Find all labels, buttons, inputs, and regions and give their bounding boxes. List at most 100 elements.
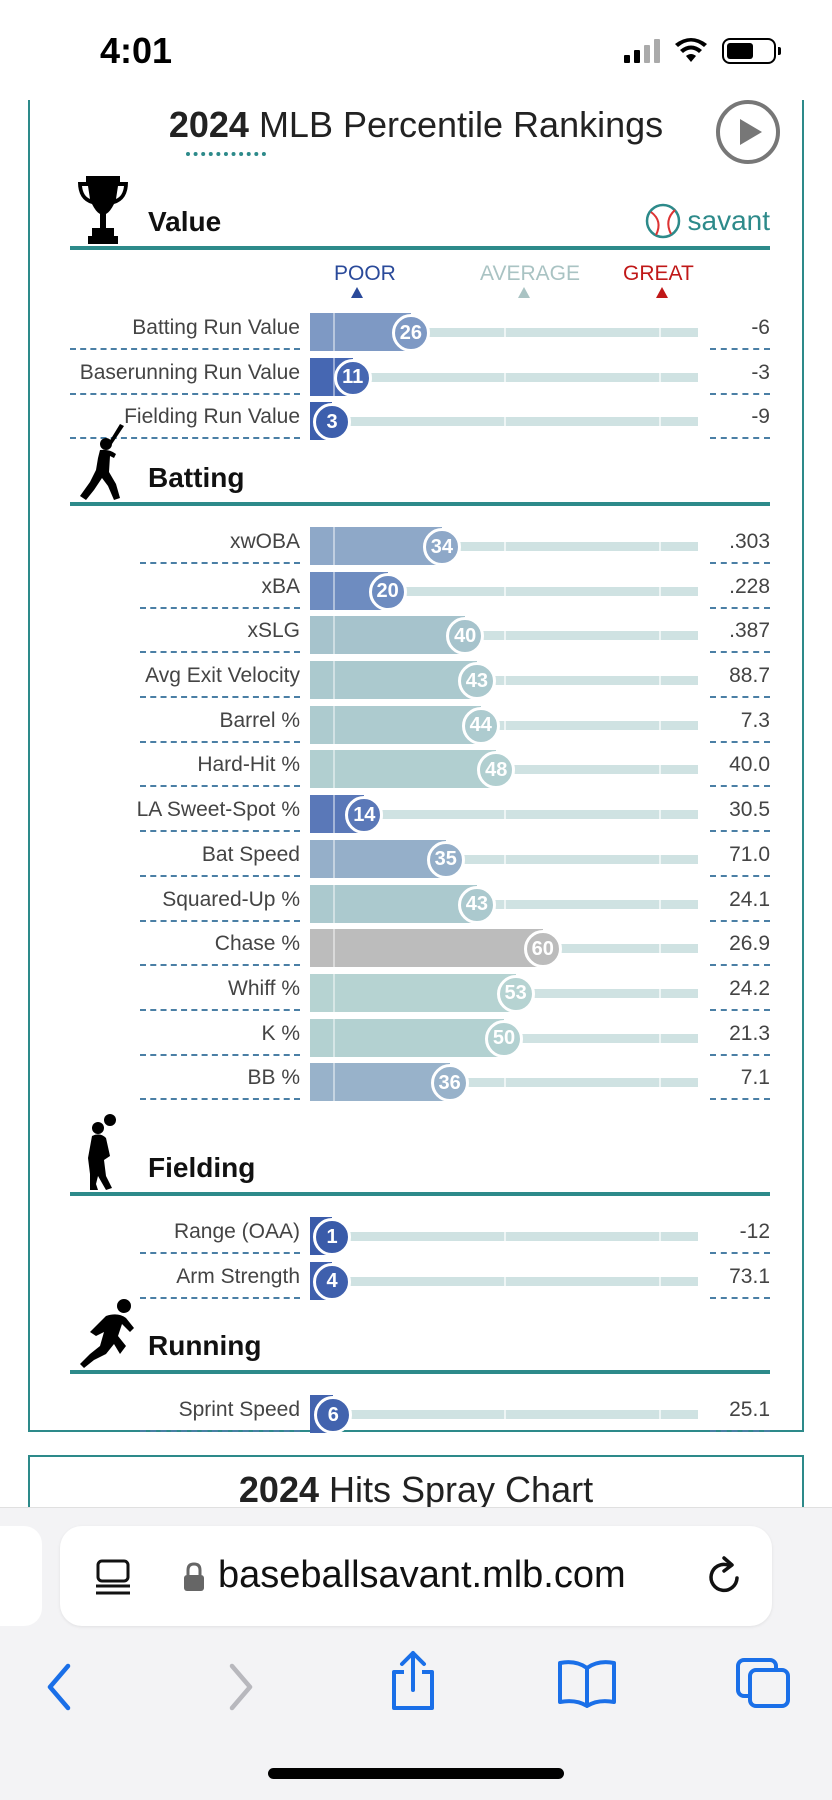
metric-value: 88.7 <box>729 664 770 688</box>
metric-value: -6 <box>751 316 770 339</box>
section-title: Fielding <box>148 1152 256 1183</box>
track-tick <box>504 1078 506 1088</box>
metric-row[interactable]: LA Sweet-Spot % 14 30.5 <box>70 792 770 837</box>
scale-great: GREAT <box>623 262 694 298</box>
metric-value: 21.3 <box>729 1021 770 1045</box>
share-icon[interactable] <box>388 1650 438 1712</box>
metric-label: Baserunning Run Value <box>79 360 300 384</box>
metric-value: -12 <box>739 1220 770 1243</box>
metric-row[interactable]: BB % 36 7.1 <box>70 1060 770 1105</box>
spray-chart-title: 2024 Hits Spray Chart <box>30 1469 802 1511</box>
metric-row[interactable]: Baserunning Run Value 11 -3 <box>70 355 770 400</box>
label-divider <box>140 919 300 922</box>
percentile-scale: POOR AVERAGE GREAT <box>334 262 740 302</box>
track-tick <box>659 328 662 337</box>
track-tick <box>659 1078 662 1088</box>
metric-label: Squared-Up % <box>162 887 300 911</box>
title-underline <box>186 152 266 156</box>
percentile-bar <box>310 616 466 655</box>
value-divider <box>710 1252 770 1254</box>
tabs-icon[interactable] <box>734 1656 792 1710</box>
percentile-bar <box>310 750 497 789</box>
percentile-bar <box>310 839 446 878</box>
scale-poor-label: POOR <box>334 262 396 285</box>
label-divider <box>140 1252 300 1254</box>
track-tick <box>504 586 506 596</box>
track-tick <box>504 810 506 820</box>
metric-row[interactable]: xSLG 40 .387 <box>70 613 770 658</box>
section-rows: Sprint Speed 6 25.1 <box>70 1392 770 1437</box>
metric-row[interactable]: Bat Speed 35 71.0 <box>70 837 770 882</box>
track-tick <box>659 1033 662 1043</box>
metric-row[interactable]: Squared-Up % 43 24.1 <box>70 882 770 927</box>
bookmarks-icon[interactable] <box>556 1658 618 1708</box>
percentile-rankings-card: 2024 MLB Percentile Rankings Value savan… <box>28 100 804 1434</box>
metric-row[interactable]: Fielding Run Value 3 -9 <box>70 399 770 444</box>
card-title: 2024 MLB Percentile Rankings <box>30 104 802 146</box>
percentile-bubble: 43 <box>457 662 496 701</box>
percentile-bubble: 11 <box>333 358 372 397</box>
value-divider <box>710 392 770 395</box>
metric-row[interactable]: Avg Exit Velocity 43 88.7 <box>70 658 770 703</box>
metric-row[interactable]: Arm Strength 4 73.1 <box>70 1259 770 1304</box>
track-tick <box>659 854 662 864</box>
metric-value: 24.2 <box>729 976 770 1000</box>
metric-value: 24.1 <box>729 887 770 911</box>
spray-chart-title-year: 2024 <box>238 1469 319 1510</box>
section-value: Value savant POOR AVERAGE GREAT Batting … <box>70 170 770 444</box>
metric-row[interactable]: xwOBA 34 .303 <box>70 524 770 569</box>
track-tick <box>504 631 506 641</box>
metric-row[interactable]: Hard-Hit % 48 40.0 <box>70 747 770 792</box>
value-divider <box>710 651 770 654</box>
value-divider <box>710 1430 770 1432</box>
savant-text: savant <box>687 205 771 236</box>
metric-row[interactable]: Chase % 60 26.9 <box>70 926 770 971</box>
trophy-icon <box>78 176 128 244</box>
track-tick <box>659 372 662 382</box>
play-button[interactable] <box>716 100 780 164</box>
url-text[interactable]: baseballsavant.mlb.com <box>218 1554 626 1596</box>
spray-chart-title-text: Hits Spray Chart <box>319 1469 594 1510</box>
track-tick <box>504 899 506 909</box>
metric-label: xSLG <box>247 619 300 643</box>
metric-row[interactable]: Whiff % 53 24.2 <box>70 971 770 1016</box>
section-header: Value savant <box>70 170 770 250</box>
savant-logo[interactable]: savant <box>644 202 771 240</box>
metric-label: K % <box>261 1021 300 1045</box>
forward-icon[interactable] <box>226 1662 256 1712</box>
metric-value: 7.1 <box>740 1066 770 1090</box>
address-bar[interactable]: baseballsavant.mlb.com <box>60 1526 772 1626</box>
metric-label: Batting Run Value <box>132 316 300 339</box>
previous-tab-preview[interactable] <box>0 1526 42 1626</box>
label-divider <box>140 1008 300 1011</box>
track-tick <box>659 1410 662 1419</box>
metric-value: .228 <box>729 574 770 598</box>
metric-row[interactable]: Sprint Speed 6 25.1 <box>70 1392 770 1437</box>
scale-header: POOR AVERAGE GREAT <box>70 262 770 310</box>
reload-icon[interactable] <box>706 1556 744 1596</box>
reader-mode-icon[interactable] <box>94 1558 132 1596</box>
percentile-bar <box>310 705 481 744</box>
metric-row[interactable]: Range (OAA) 1 -12 <box>70 1214 770 1259</box>
percentile-bubble: 60 <box>523 930 562 969</box>
metric-value: 7.3 <box>740 708 770 732</box>
value-divider <box>710 830 770 833</box>
value-divider <box>710 919 770 922</box>
section-title: Batting <box>148 462 245 493</box>
label-divider <box>140 1430 300 1432</box>
browser-toolbar <box>0 1648 832 1728</box>
metric-value: 26.9 <box>729 932 770 956</box>
label-divider <box>70 437 300 440</box>
metric-value: .387 <box>729 619 770 643</box>
metric-row[interactable]: xBA 20 .228 <box>70 569 770 614</box>
metric-row[interactable]: K % 50 21.3 <box>70 1016 770 1061</box>
fielder-icon <box>88 1114 116 1190</box>
metric-row[interactable]: Barrel % 44 7.3 <box>70 703 770 748</box>
value-divider <box>710 348 770 350</box>
track-tick <box>504 1232 506 1241</box>
percentile-bubble: 34 <box>422 528 461 566</box>
back-icon[interactable] <box>44 1662 74 1712</box>
metric-row[interactable]: Batting Run Value 26 -6 <box>70 310 770 355</box>
metric-label: Bat Speed <box>201 842 300 866</box>
percentile-bubble: 35 <box>426 840 465 879</box>
